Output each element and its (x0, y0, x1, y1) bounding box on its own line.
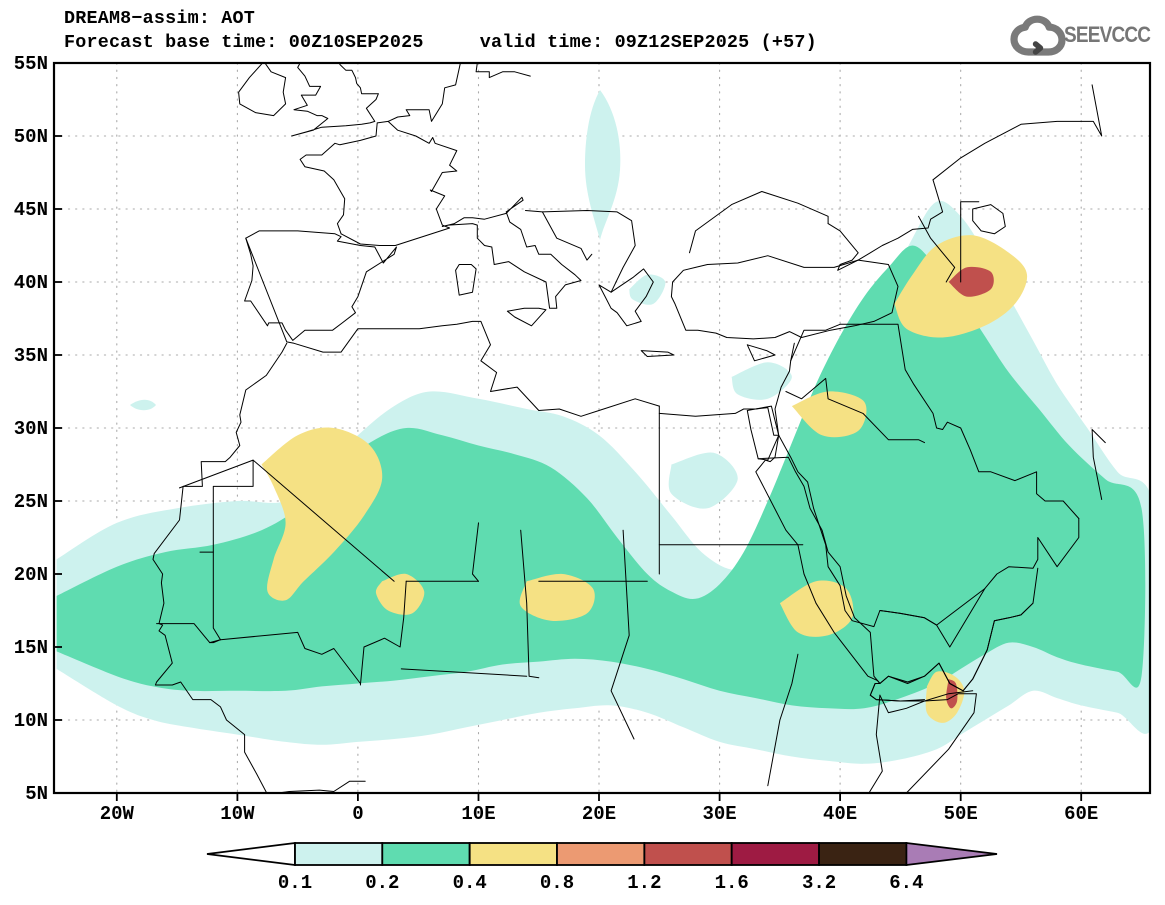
svg-text:10E: 10E (461, 803, 495, 825)
svg-text:15N: 15N (14, 637, 48, 659)
svg-text:30E: 30E (702, 803, 736, 825)
svg-text:40E: 40E (823, 803, 857, 825)
svg-text:50E: 50E (944, 803, 978, 825)
svg-text:5N: 5N (25, 783, 48, 805)
svg-text:40N: 40N (14, 272, 48, 294)
svg-text:3.2: 3.2 (802, 872, 836, 894)
svg-text:0: 0 (352, 803, 363, 825)
svg-text:10W: 10W (220, 803, 255, 825)
svg-text:35N: 35N (14, 345, 48, 367)
svg-text:0.8: 0.8 (540, 872, 574, 894)
svg-text:0.4: 0.4 (453, 872, 487, 894)
svg-text:10N: 10N (14, 710, 48, 732)
svg-text:20W: 20W (100, 803, 135, 825)
svg-text:0.2: 0.2 (365, 872, 399, 894)
svg-text:60E: 60E (1064, 803, 1098, 825)
svg-text:50N: 50N (14, 126, 48, 148)
svg-text:45N: 45N (14, 199, 48, 221)
svg-text:1.6: 1.6 (715, 872, 749, 894)
svg-text:SEEVCCC: SEEVCCC (1064, 23, 1151, 48)
svg-text:20E: 20E (582, 803, 616, 825)
svg-text:55N: 55N (14, 53, 48, 75)
svg-text:6.4: 6.4 (889, 872, 923, 894)
svg-text:0.1: 0.1 (278, 872, 312, 894)
svg-text:20N: 20N (14, 564, 48, 586)
svg-text:30N: 30N (14, 418, 48, 440)
svg-text:1.2: 1.2 (627, 872, 661, 894)
svg-text:25N: 25N (14, 491, 48, 513)
